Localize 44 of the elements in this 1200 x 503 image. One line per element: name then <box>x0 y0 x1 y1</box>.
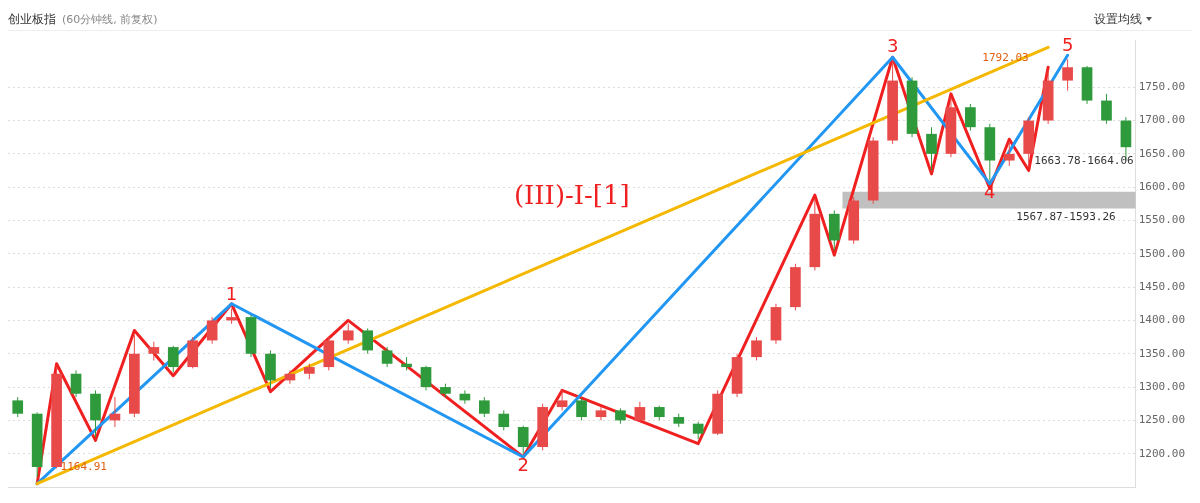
y-tick-label: 1400.00 <box>1138 313 1185 327</box>
candlestick <box>70 369 82 398</box>
annotation: 5 <box>1061 33 1074 55</box>
candlestick <box>926 126 937 172</box>
candlestick <box>751 336 762 361</box>
y-tick-label: 1650.00 <box>1138 146 1185 160</box>
y-tick-label: 1500.00 <box>1138 246 1185 260</box>
candlestick <box>1003 141 1015 167</box>
candlestick <box>498 409 510 431</box>
candlestick <box>148 341 160 361</box>
candlestick <box>556 389 568 411</box>
y-tick-label: 1200.00 <box>1138 446 1185 460</box>
y-tick-label: 1600.00 <box>1138 180 1185 194</box>
candlestick <box>362 327 374 355</box>
chart-title: 创业板指 <box>8 10 56 28</box>
candlestick <box>381 346 393 368</box>
annotation: 1 <box>225 283 238 305</box>
candlestick <box>1062 58 1073 92</box>
candlestick <box>595 406 607 421</box>
y-tick-label: 1350.00 <box>1138 346 1185 360</box>
candlestick <box>420 365 432 391</box>
candlestick <box>634 401 646 423</box>
annotation: 1663.78-1664.06 <box>1034 153 1134 167</box>
candlestick <box>1101 93 1112 125</box>
candlestick <box>478 396 490 418</box>
y-tick-label: 1450.00 <box>1138 279 1185 293</box>
text: 设置均线 <box>1094 10 1143 28</box>
candlestick <box>965 103 976 132</box>
y-tick-label: 1250.00 <box>1138 413 1185 427</box>
band-label: 1567.87-1593.26 <box>1016 209 1116 223</box>
y-tick-label: 1300.00 <box>1138 379 1185 393</box>
candlestick <box>12 396 24 418</box>
y-tick-label: 1750.00 <box>1138 80 1185 94</box>
y-tick-label: 1700.00 <box>1138 113 1185 127</box>
annotation: 2 <box>517 454 529 476</box>
candlestick <box>342 323 354 345</box>
annotation: (III)-I-[1] <box>513 179 630 210</box>
candlestick <box>167 345 179 373</box>
chart-subtitle: (60分钟线, 前复权) <box>62 11 158 27</box>
candlestick <box>517 425 529 455</box>
annotation: 3 <box>886 35 899 57</box>
candlestick <box>206 316 218 345</box>
y-tick-label: 1550.00 <box>1138 213 1185 227</box>
candlestick <box>576 397 587 421</box>
